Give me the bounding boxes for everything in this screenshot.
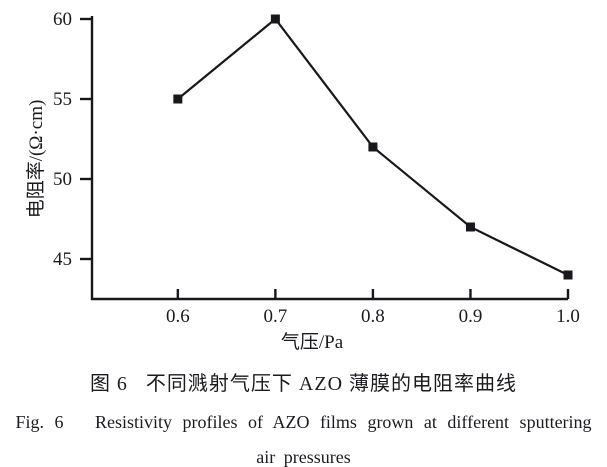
y-axis-tick-label: 55	[53, 89, 72, 110]
data-point-marker	[173, 94, 183, 104]
figure-caption-chinese: 图 6 不同溅射气压下 AZO 薄膜的电阻率曲线	[89, 373, 518, 395]
data-point-marker	[465, 222, 475, 232]
x-axis-title: 气压/Pa	[281, 331, 344, 353]
y-axis-tick-label: 60	[53, 9, 72, 30]
axis-lines	[90, 16, 568, 301]
data-point-marker	[563, 270, 573, 280]
figure-caption-english-line2: air pressures	[256, 447, 351, 467]
x-axis-tick-label: 0.9	[459, 306, 483, 327]
data-point-marker	[270, 14, 280, 24]
y-axis-tick-label: 50	[53, 169, 72, 190]
figure-caption-english-line1: Fig. 6 Resistivity profiles of AZO films…	[15, 412, 592, 432]
x-axis-tick-label: 1.0	[556, 306, 580, 327]
x-axis-tick-label: 0.7	[264, 306, 288, 327]
resistivity-line-chart: 45 50 55 60 0.6 0.7 0.8 0.9 1.0 气压/Pa 电阻率/(Ω·cm)	[25, 9, 580, 353]
x-axis-tick-label: 0.6	[166, 306, 190, 327]
y-axis-tick-label: 45	[53, 249, 72, 270]
x-axis-tick-label: 0.8	[361, 306, 385, 327]
data-point-marker	[368, 142, 378, 152]
y-axis-title: 电阻率/(Ω·cm)	[25, 100, 47, 219]
